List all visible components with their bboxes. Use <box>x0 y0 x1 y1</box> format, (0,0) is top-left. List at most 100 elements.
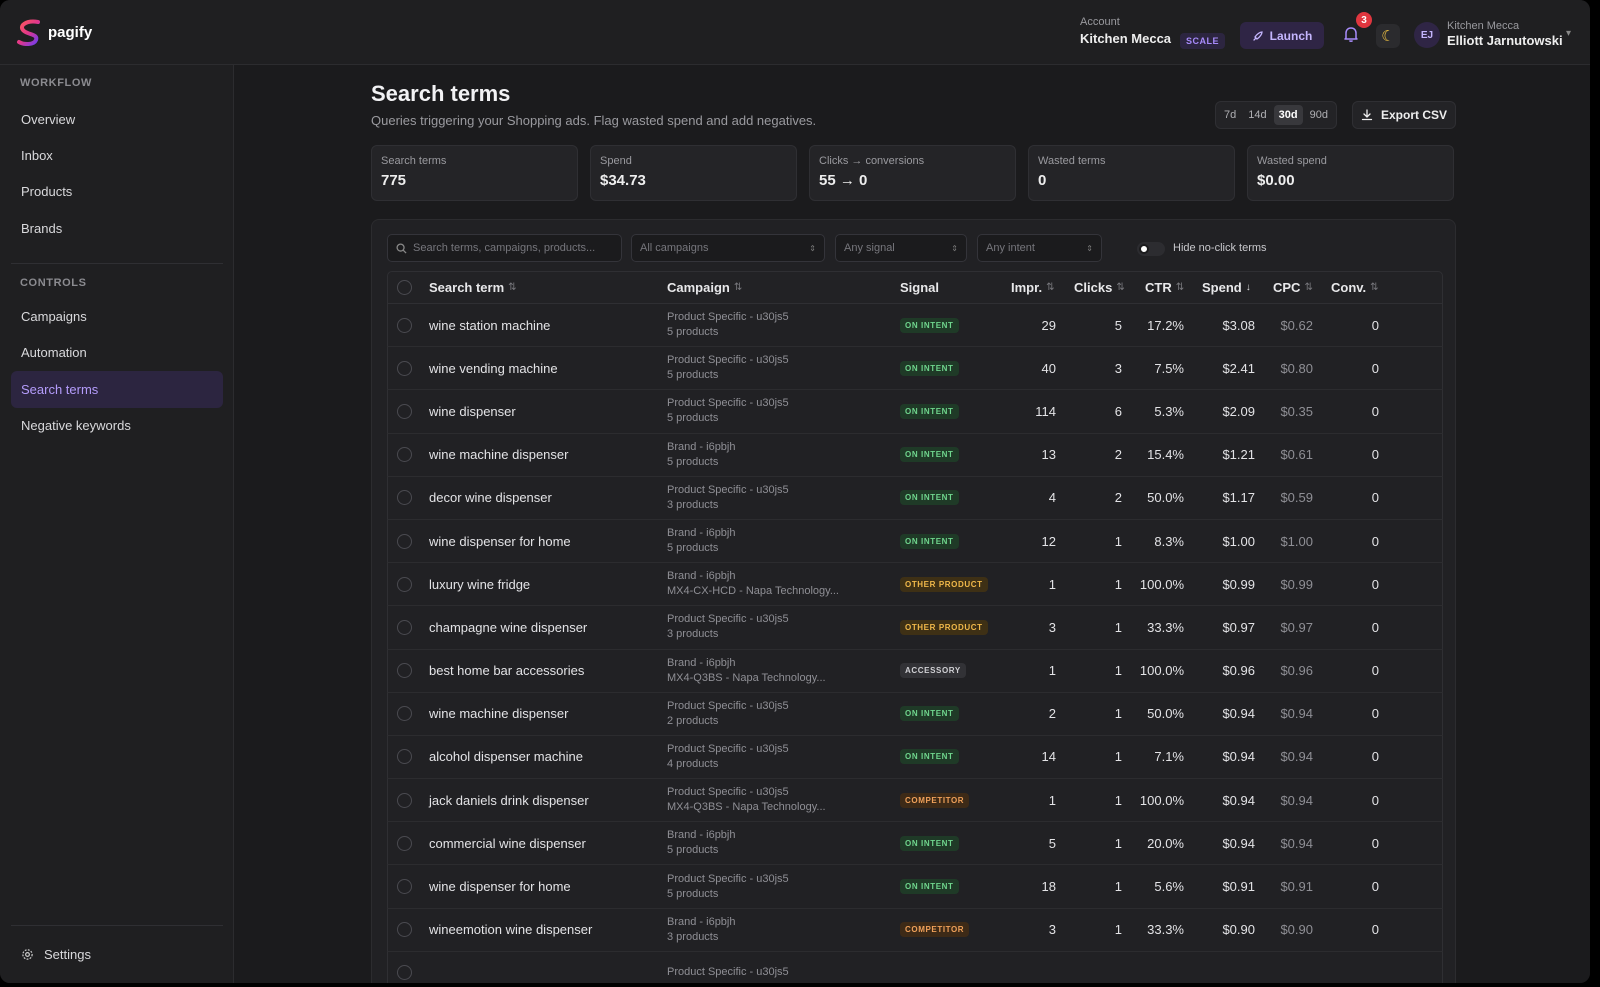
col-cpc[interactable]: CPC ⇅ <box>1273 272 1313 303</box>
col-conv[interactable]: Conv. ⇅ <box>1331 272 1379 303</box>
row-checkbox[interactable] <box>397 952 412 983</box>
export-csv-button[interactable]: Export CSV <box>1352 101 1456 129</box>
campaign-name[interactable]: Product Specific - u30js5 <box>667 483 789 496</box>
row-checkbox[interactable] <box>397 606 412 648</box>
sidebar-item-overview[interactable]: Overview <box>21 112 76 127</box>
app-logo[interactable]: pagify <box>16 18 92 46</box>
search-term[interactable]: wine station machine <box>429 317 551 333</box>
search-term[interactable]: champagne wine dispenser <box>429 619 588 635</box>
table-row[interactable]: wine dispenser for home Brand - i6pbjh 5 p… <box>387 519 1443 564</box>
search-term[interactable]: wineemotion wine dispenser <box>429 922 593 938</box>
table-row[interactable]: wine dispenser Product Specific - u30js5 5… <box>387 390 1443 434</box>
search-term[interactable]: commercial wine dispenser <box>429 835 586 851</box>
search-box[interactable] <box>387 234 622 262</box>
campaign-name[interactable]: Product Specific - u30js5 <box>667 311 789 324</box>
range-14d[interactable]: 14d <box>1248 109 1267 121</box>
campaign-name[interactable]: Product Specific - u30js5 <box>667 742 789 755</box>
table-row[interactable]: alcohol dispenser machine Product Specifi… <box>387 735 1443 780</box>
campaign-name[interactable]: Brand - i6pbjh <box>667 440 736 453</box>
table-row[interactable]: wine vending machine Product Specific - u… <box>387 347 1443 391</box>
campaign-name[interactable]: Product Specific - u30js5 <box>667 786 789 799</box>
row-checkbox[interactable] <box>397 865 412 907</box>
hide-no-click-toggle[interactable] <box>1137 242 1165 256</box>
search-term[interactable]: wine dispenser <box>429 403 516 419</box>
campaign-name[interactable]: Product Specific - u30js5 <box>667 966 789 979</box>
campaign-name[interactable]: Product Specific - u30js5 <box>667 872 789 885</box>
row-checkbox[interactable] <box>397 822 412 864</box>
table-row[interactable]: champagne wine dispenser Product Specific… <box>387 606 1443 650</box>
table-row[interactable]: wine machine dispenser Brand - i6pbjh 5 pr… <box>387 433 1443 477</box>
campaign-name[interactable]: Product Specific - u30js5 <box>667 699 789 712</box>
signal-select[interactable]: Any signal ⇕ <box>835 234 967 262</box>
row-checkbox[interactable] <box>397 650 412 692</box>
campaign-name[interactable]: Product Specific - u30js5 <box>667 397 789 410</box>
table-row[interactable]: wine station machine Product Specific - u… <box>387 304 1443 348</box>
table-row[interactable]: luxury wine fridge Brand - i6pbjh MX4-CX-H… <box>387 563 1443 607</box>
search-term[interactable]: luxury wine fridge <box>429 576 531 592</box>
chevron-down-icon[interactable]: ▾ <box>1566 28 1572 39</box>
campaign-select[interactable]: All campaigns ⇕ <box>631 234 825 262</box>
col-term[interactable]: Search term ⇅ <box>429 272 517 303</box>
search-term[interactable]: wine machine dispenser <box>429 447 569 463</box>
range-7d[interactable]: 7d <box>1224 109 1237 121</box>
row-checkbox[interactable] <box>397 779 412 821</box>
search-term[interactable]: best home bar accessories <box>429 663 585 679</box>
table-row[interactable]: jack daniels drink dispenser Product Spec… <box>387 779 1443 823</box>
search-term[interactable]: wine dispenser for home <box>429 533 571 549</box>
avatar[interactable]: EJ <box>1414 22 1440 48</box>
sidebar-item-campaigns[interactable]: Campaigns <box>21 309 87 324</box>
table-row[interactable]: wine machine dispenser Product Specific -… <box>387 692 1443 736</box>
table-row[interactable]: wineemotion wine dispenser Brand - i6pbjh… <box>387 908 1443 952</box>
row-checkbox[interactable] <box>397 563 412 605</box>
col-clicks[interactable]: Clicks ⇅ <box>1074 272 1125 303</box>
table-row[interactable]: best home bar accessories Brand - i6pbjh M… <box>387 649 1443 693</box>
sidebar-item-products[interactable]: Products <box>21 184 73 199</box>
launch-button[interactable]: Launch <box>1240 22 1324 49</box>
row-checkbox[interactable] <box>397 434 412 476</box>
search-term[interactable]: alcohol dispenser machine <box>429 749 583 765</box>
account-switcher[interactable]: Account Kitchen Mecca <box>1080 16 1171 46</box>
sidebar-item-settings[interactable]: Settings <box>21 947 91 962</box>
campaign-name[interactable]: Product Specific - u30js5 <box>667 613 789 626</box>
col-campaign[interactable]: Campaign ⇅ <box>667 272 742 303</box>
search-term[interactable]: decor wine dispenser <box>429 490 552 506</box>
sidebar-item-automation[interactable]: Automation <box>21 345 87 360</box>
row-checkbox[interactable] <box>397 477 412 519</box>
col-ctr[interactable]: CTR ⇅ <box>1145 272 1184 303</box>
search-term[interactable]: jack daniels drink dispenser <box>429 792 589 808</box>
row-checkbox[interactable] <box>397 736 412 778</box>
campaign-name[interactable]: Brand - i6pbjh <box>667 570 736 583</box>
col-spend[interactable]: Spend ↓ <box>1202 272 1251 303</box>
select-all-checkbox[interactable] <box>397 272 412 303</box>
table-row[interactable]: Product Specific - u30js5 <box>387 951 1443 983</box>
row-checkbox[interactable] <box>397 304 412 346</box>
range-90d[interactable]: 90d <box>1309 109 1328 121</box>
sidebar-item-negative-keywords[interactable]: Negative keywords <box>21 418 131 433</box>
campaign-name[interactable]: Product Specific - u30js5 <box>667 354 789 367</box>
sidebar-item-brands[interactable]: Brands <box>21 221 63 236</box>
row-checkbox[interactable] <box>397 347 412 389</box>
search-term[interactable]: wine dispenser for home <box>429 879 571 895</box>
campaign-name[interactable]: Brand - i6pbjh <box>667 829 736 842</box>
user-menu[interactable]: Kitchen Mecca Elliott Jarnutowski <box>1447 20 1563 48</box>
campaign-name[interactable]: Brand - i6pbjh <box>667 527 736 540</box>
search-term[interactable]: wine vending machine <box>429 360 558 376</box>
row-checkbox[interactable] <box>397 693 412 735</box>
range-30d[interactable]: 30d <box>1273 105 1303 125</box>
row-checkbox[interactable] <box>397 520 412 562</box>
search-input[interactable] <box>413 242 613 254</box>
sidebar-item-search-terms[interactable]: Search terms <box>11 371 223 408</box>
table-row[interactable]: wine dispenser for home Product Specific … <box>387 865 1443 909</box>
row-checkbox[interactable] <box>397 909 412 951</box>
col-impr[interactable]: Impr. ⇅ <box>1011 272 1054 303</box>
theme-toggle-button[interactable]: ☾ <box>1376 24 1400 48</box>
sidebar-item-inbox[interactable]: Inbox <box>21 148 53 163</box>
campaign-name[interactable]: Brand - i6pbjh <box>667 656 736 669</box>
bell-icon[interactable] <box>1341 24 1361 44</box>
table-row[interactable]: decor wine dispenser Product Specific - u… <box>387 476 1443 520</box>
search-term[interactable]: wine machine dispenser <box>429 706 569 722</box>
table-row[interactable]: commercial wine dispenser Brand - i6pbjh 5… <box>387 822 1443 866</box>
row-checkbox[interactable] <box>397 390 412 432</box>
intent-select[interactable]: Any intent ⇕ <box>977 234 1102 262</box>
campaign-name[interactable]: Brand - i6pbjh <box>667 915 736 928</box>
